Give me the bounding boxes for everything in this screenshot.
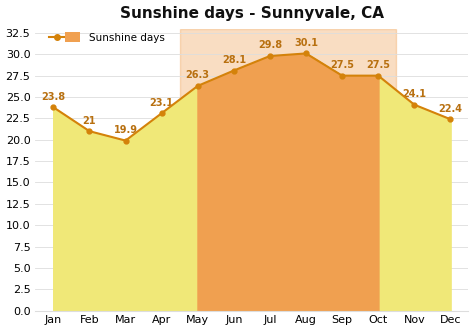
Text: 19.9: 19.9 bbox=[114, 125, 137, 135]
Text: 21: 21 bbox=[82, 116, 96, 126]
Text: 27.5: 27.5 bbox=[366, 60, 390, 70]
Text: 23.8: 23.8 bbox=[41, 92, 65, 102]
Text: 26.3: 26.3 bbox=[186, 71, 210, 80]
Text: 22.4: 22.4 bbox=[438, 104, 463, 114]
Text: 29.8: 29.8 bbox=[258, 40, 282, 50]
Text: 27.5: 27.5 bbox=[330, 60, 354, 70]
Title: Sunshine days - Sunnyvale, CA: Sunshine days - Sunnyvale, CA bbox=[120, 6, 384, 21]
Bar bbox=[180, 29, 396, 310]
Text: 28.1: 28.1 bbox=[222, 55, 246, 65]
Text: 24.1: 24.1 bbox=[402, 89, 426, 99]
Text: 23.1: 23.1 bbox=[150, 98, 173, 108]
Text: 30.1: 30.1 bbox=[294, 38, 318, 48]
Legend: Sunshine days: Sunshine days bbox=[45, 28, 169, 47]
